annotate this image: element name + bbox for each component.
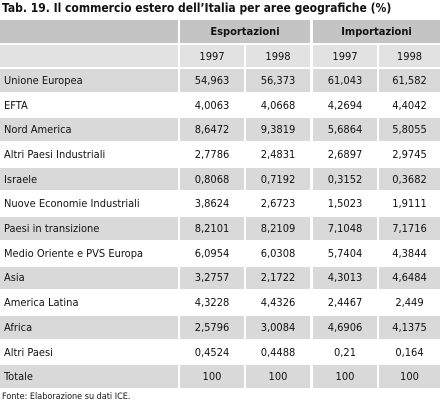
value-cell: 2,7786 bbox=[180, 143, 244, 166]
value-cell: 0,4524 bbox=[180, 340, 244, 364]
value-cell: 100 bbox=[180, 365, 244, 389]
year-header: 1997 bbox=[180, 45, 244, 67]
value-cell: 4,6484 bbox=[379, 266, 440, 290]
value-cell: 4,1375 bbox=[379, 316, 440, 339]
value-cell: 4,0668 bbox=[246, 93, 310, 117]
value-cell: 4,4042 bbox=[379, 93, 440, 117]
value-cell: 5,6864 bbox=[313, 118, 377, 142]
value-cell: 61,043 bbox=[313, 69, 377, 92]
value-cell: 0,7192 bbox=[246, 167, 310, 191]
table-title: Tab. 19. Il commercio estero dell’Italia… bbox=[2, 1, 392, 15]
value-cell: 4,4326 bbox=[246, 291, 310, 314]
row-label: Asia bbox=[0, 266, 178, 290]
value-cell: 8,2101 bbox=[180, 217, 244, 240]
row-label: Africa bbox=[0, 316, 178, 339]
group-header: Esportazioni bbox=[180, 20, 310, 43]
row-label: Altri Paesi bbox=[0, 340, 178, 364]
value-cell: 4,2694 bbox=[313, 93, 377, 117]
value-cell: 7,1716 bbox=[379, 217, 440, 240]
row-label: Nord America bbox=[0, 118, 178, 142]
value-cell: 2,5796 bbox=[180, 316, 244, 339]
row-label: EFTA bbox=[0, 93, 178, 117]
year-header: 1997 bbox=[313, 45, 377, 67]
row-label: America Latina bbox=[0, 291, 178, 314]
value-cell: 8,2109 bbox=[246, 217, 310, 240]
row-label: Israele bbox=[0, 167, 178, 191]
value-cell: 2,6897 bbox=[313, 143, 377, 166]
value-cell: 0,164 bbox=[379, 340, 440, 364]
value-cell: 4,3013 bbox=[313, 266, 377, 290]
value-cell: 100 bbox=[313, 365, 377, 389]
value-cell: 2,4831 bbox=[246, 143, 310, 166]
row-label: Paesi in transizione bbox=[0, 217, 178, 240]
source-note: Fonte: Elaborazione su dati ICE. bbox=[2, 392, 131, 402]
value-cell: 2,1722 bbox=[246, 266, 310, 290]
group-header: Importazioni bbox=[313, 20, 440, 43]
value-cell: 6,0954 bbox=[180, 241, 244, 265]
header-blank bbox=[0, 20, 178, 43]
value-cell: 54,963 bbox=[180, 69, 244, 92]
value-cell: 1,9111 bbox=[379, 192, 440, 216]
value-cell: 1,5023 bbox=[313, 192, 377, 216]
year-header: 1998 bbox=[379, 45, 440, 67]
value-cell: 0,21 bbox=[313, 340, 377, 364]
value-cell: 100 bbox=[246, 365, 310, 389]
value-cell: 2,9745 bbox=[379, 143, 440, 166]
value-cell: 4,3844 bbox=[379, 241, 440, 265]
value-cell: 5,8055 bbox=[379, 118, 440, 142]
value-cell: 4,0063 bbox=[180, 93, 244, 117]
value-cell: 6,0308 bbox=[246, 241, 310, 265]
value-cell: 0,8068 bbox=[180, 167, 244, 191]
value-cell: 3,8624 bbox=[180, 192, 244, 216]
row-label: Medio Oriente e PVS Europa bbox=[0, 241, 178, 265]
value-cell: 100 bbox=[379, 365, 440, 389]
value-cell: 3,0084 bbox=[246, 316, 310, 339]
value-cell: 2,6723 bbox=[246, 192, 310, 216]
year-header: 1998 bbox=[246, 45, 310, 67]
row-label: Altri Paesi Industriali bbox=[0, 143, 178, 166]
value-cell: 9,3819 bbox=[246, 118, 310, 142]
value-cell: 61,582 bbox=[379, 69, 440, 92]
value-cell: 2,449 bbox=[379, 291, 440, 314]
value-cell: 4,3228 bbox=[180, 291, 244, 314]
value-cell: 7,1048 bbox=[313, 217, 377, 240]
value-cell: 0,3152 bbox=[313, 167, 377, 191]
value-cell: 0,3682 bbox=[379, 167, 440, 191]
value-cell: 5,7404 bbox=[313, 241, 377, 265]
row-label: Unione Europea bbox=[0, 69, 178, 92]
value-cell: 0,4488 bbox=[246, 340, 310, 364]
header-blank bbox=[0, 45, 178, 67]
value-cell: 56,373 bbox=[246, 69, 310, 92]
row-label: Totale bbox=[0, 365, 178, 389]
row-label: Nuove Economie Industriali bbox=[0, 192, 178, 216]
value-cell: 3,2757 bbox=[180, 266, 244, 290]
value-cell: 2,4467 bbox=[313, 291, 377, 314]
value-cell: 8,6472 bbox=[180, 118, 244, 142]
value-cell: 4,6906 bbox=[313, 316, 377, 339]
